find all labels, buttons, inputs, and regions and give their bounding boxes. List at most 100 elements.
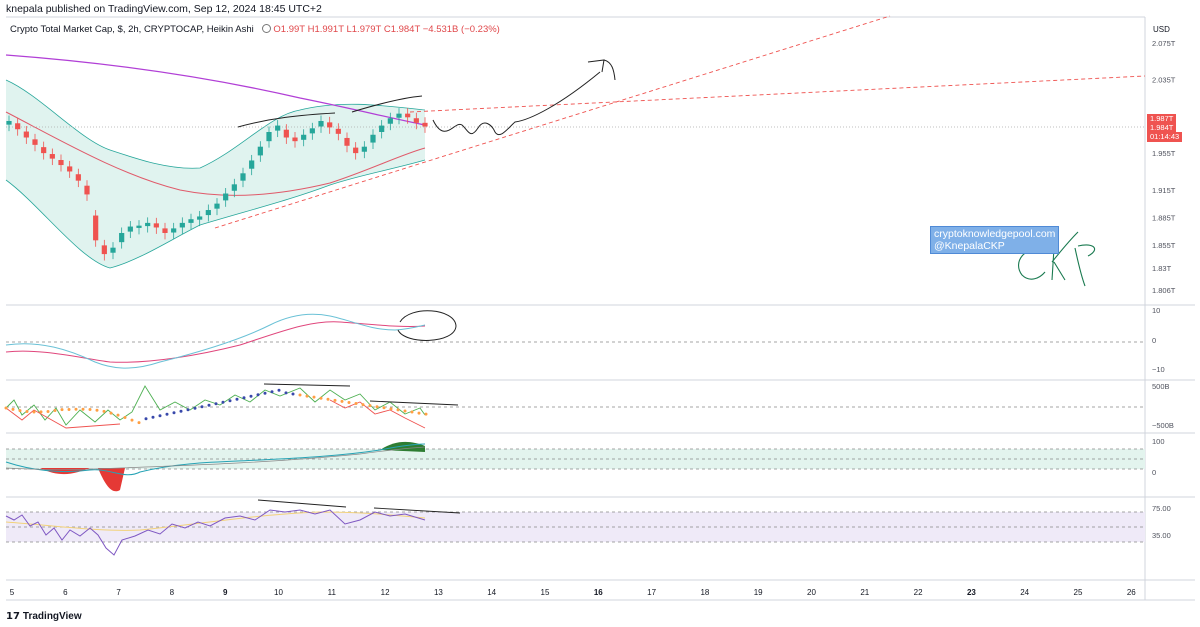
candle-body <box>318 120 324 127</box>
drawing-forecast-arrow <box>432 59 616 136</box>
time-tick: 11 <box>328 588 337 597</box>
osc2-dot <box>361 403 365 407</box>
currency-label[interactable]: USD <box>1153 25 1170 34</box>
time-tick: 20 <box>807 588 816 597</box>
candle-body <box>361 146 367 152</box>
candle-body <box>370 134 376 143</box>
candle-body <box>257 146 263 156</box>
footer-brand: TradingView <box>22 611 82 622</box>
time-axis[interactable]: 5 6 7 8 9 10 11 12 13 14 15 16 17 18 19 20 21 22 23 24 25 26 <box>10 588 1137 597</box>
drawing-ellipse <box>397 310 457 341</box>
candle-body <box>179 222 185 228</box>
watermark-handle: @KnepalaCKP <box>934 240 1005 252</box>
osc2-dot <box>256 393 260 397</box>
time-tick: 9 <box>223 588 228 597</box>
osc2-dot <box>389 407 393 411</box>
osc2-dot <box>200 405 204 409</box>
bollinger-band <box>6 80 425 268</box>
candle-body <box>335 128 341 134</box>
osc2-dot <box>74 407 78 411</box>
candle-body <box>75 174 81 181</box>
time-tick: 26 <box>1127 588 1136 597</box>
indicator-tick: 10 <box>1152 306 1160 315</box>
candle-body <box>422 122 428 127</box>
osc2-dot <box>270 390 274 394</box>
osc2-dot <box>347 400 351 404</box>
price-tick: 1.885T <box>1152 213 1176 222</box>
indicator-tick: −10 <box>1152 365 1165 374</box>
trendline-lower <box>214 15 891 229</box>
price-tick: 2.035T <box>1152 76 1176 85</box>
candle-body <box>67 166 73 172</box>
osc2-dot <box>228 399 232 403</box>
indicator-tick: 0 <box>1152 336 1156 345</box>
osc2-dot <box>319 396 323 400</box>
osc2-dot <box>410 410 414 414</box>
osc2-dot <box>382 406 386 410</box>
osc2-dot <box>305 394 309 398</box>
candle-body <box>23 131 29 138</box>
legend-circle-icon <box>262 24 272 33</box>
osc2-dot <box>81 407 85 411</box>
trendline-upper <box>409 75 1146 113</box>
symbol-legend[interactable]: Crypto Total Market Cap, $, 2h, CRYPTOCA… <box>10 24 500 35</box>
tradingview-footer[interactable]: 17 TradingView <box>6 611 82 622</box>
candle-body <box>41 147 47 154</box>
symbol-name: Crypto Total Market Cap, $, 2h, CRYPTOCA… <box>10 24 254 35</box>
drawing-div-1 <box>263 383 351 387</box>
price-tick: 1.955T <box>1152 149 1176 158</box>
osc2-dot <box>221 400 225 404</box>
candle-body <box>301 134 307 140</box>
osc2-dot <box>396 408 400 412</box>
osc2-dots <box>4 388 428 425</box>
indicator-tick: 35.00 <box>1152 531 1171 540</box>
publisher-line: knepala published on TradingView.com, Se… <box>6 3 322 15</box>
candle-body <box>6 120 12 125</box>
osc2-zigzag-red <box>5 399 426 429</box>
time-tick: 12 <box>381 588 390 597</box>
price-axis[interactable]: 2.075T2.035T1.995T1.955T1.915T1.885T1.85… <box>1152 39 1176 295</box>
candle-body <box>205 210 211 216</box>
price-label-b: 1.984T <box>1147 123 1177 133</box>
osc2-dot <box>312 395 316 399</box>
osc2-dot <box>417 411 421 415</box>
osc3-line-blue <box>5 443 426 476</box>
watermark-site: cryptoknowledgepool.com <box>934 228 1056 240</box>
osc1-line-blue <box>5 313 426 369</box>
candle-body <box>171 228 177 233</box>
osc2-dot <box>298 393 302 397</box>
osc2-dot <box>403 409 407 413</box>
time-tick: 23 <box>967 588 976 597</box>
candle-body <box>353 147 359 154</box>
candle-body <box>145 222 151 227</box>
osc2-dot <box>137 421 141 425</box>
candle-body <box>379 125 385 132</box>
time-tick: 25 <box>1074 588 1083 597</box>
candle-body <box>327 122 333 128</box>
osc2-dot <box>32 410 36 414</box>
candle-body <box>110 247 116 253</box>
watermark: cryptoknowledgepool.com @KnepalaCKP <box>930 226 1060 254</box>
candle-body <box>188 219 194 223</box>
candle-body <box>292 137 298 142</box>
candle-body <box>32 139 38 145</box>
osc4-line-purple <box>5 509 426 556</box>
osc2-dot <box>158 414 162 418</box>
osc2-dot <box>186 408 190 412</box>
osc2-dot <box>340 399 344 403</box>
osc1-line-pink <box>5 321 426 363</box>
osc2-dot <box>95 408 99 412</box>
time-tick: 15 <box>541 588 550 597</box>
legend-close: C1.984T <box>383 24 421 35</box>
candle-body <box>405 113 411 118</box>
indicator-tick: 100 <box>1152 437 1165 446</box>
price-tick: 1.83T <box>1152 264 1172 273</box>
osc2-dot <box>53 409 57 413</box>
osc2-dot <box>249 394 253 398</box>
candle-body <box>223 193 229 201</box>
signature-drawing <box>1018 231 1096 287</box>
time-tick: 13 <box>434 588 443 597</box>
osc2-dot <box>214 402 218 406</box>
